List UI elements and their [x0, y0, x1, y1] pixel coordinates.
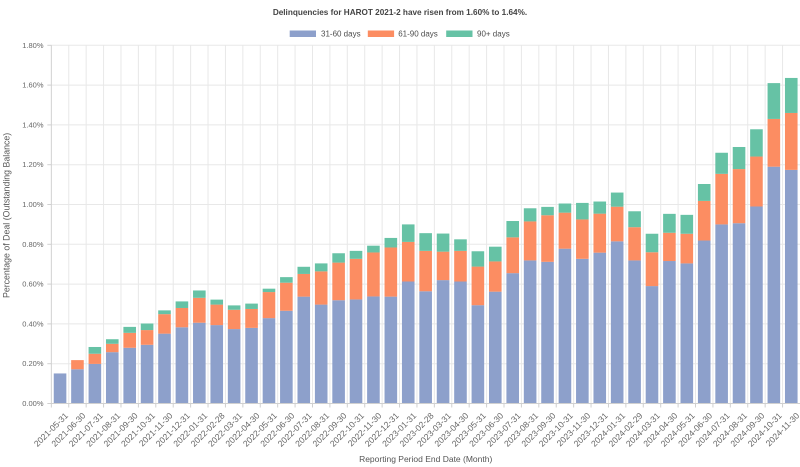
svg-text:1.80%: 1.80%	[22, 41, 44, 50]
svg-text:0.40%: 0.40%	[22, 319, 44, 328]
svg-text:31-60 days: 31-60 days	[321, 30, 361, 39]
svg-text:61-90 days: 61-90 days	[398, 30, 438, 39]
svg-text:0.20%: 0.20%	[22, 359, 44, 368]
svg-text:0.60%: 0.60%	[22, 280, 44, 289]
svg-text:0.80%: 0.80%	[22, 240, 44, 249]
svg-text:1.20%: 1.20%	[22, 160, 44, 169]
svg-text:Delinquencies for HAROT 2021-2: Delinquencies for HAROT 2021-2 have rise…	[273, 8, 527, 17]
svg-text:0.00%: 0.00%	[22, 399, 44, 408]
svg-text:1.60%: 1.60%	[22, 81, 44, 90]
svg-text:1.40%: 1.40%	[22, 120, 44, 129]
svg-text:90+ days: 90+ days	[477, 30, 510, 39]
svg-text:1.00%: 1.00%	[22, 200, 44, 209]
svg-text:Percentage of Deal (Outstandin: Percentage of Deal (Outstanding Balance)	[2, 133, 12, 298]
svg-text:Reporting Period End Date (Mon: Reporting Period End Date (Month)	[359, 454, 492, 464]
